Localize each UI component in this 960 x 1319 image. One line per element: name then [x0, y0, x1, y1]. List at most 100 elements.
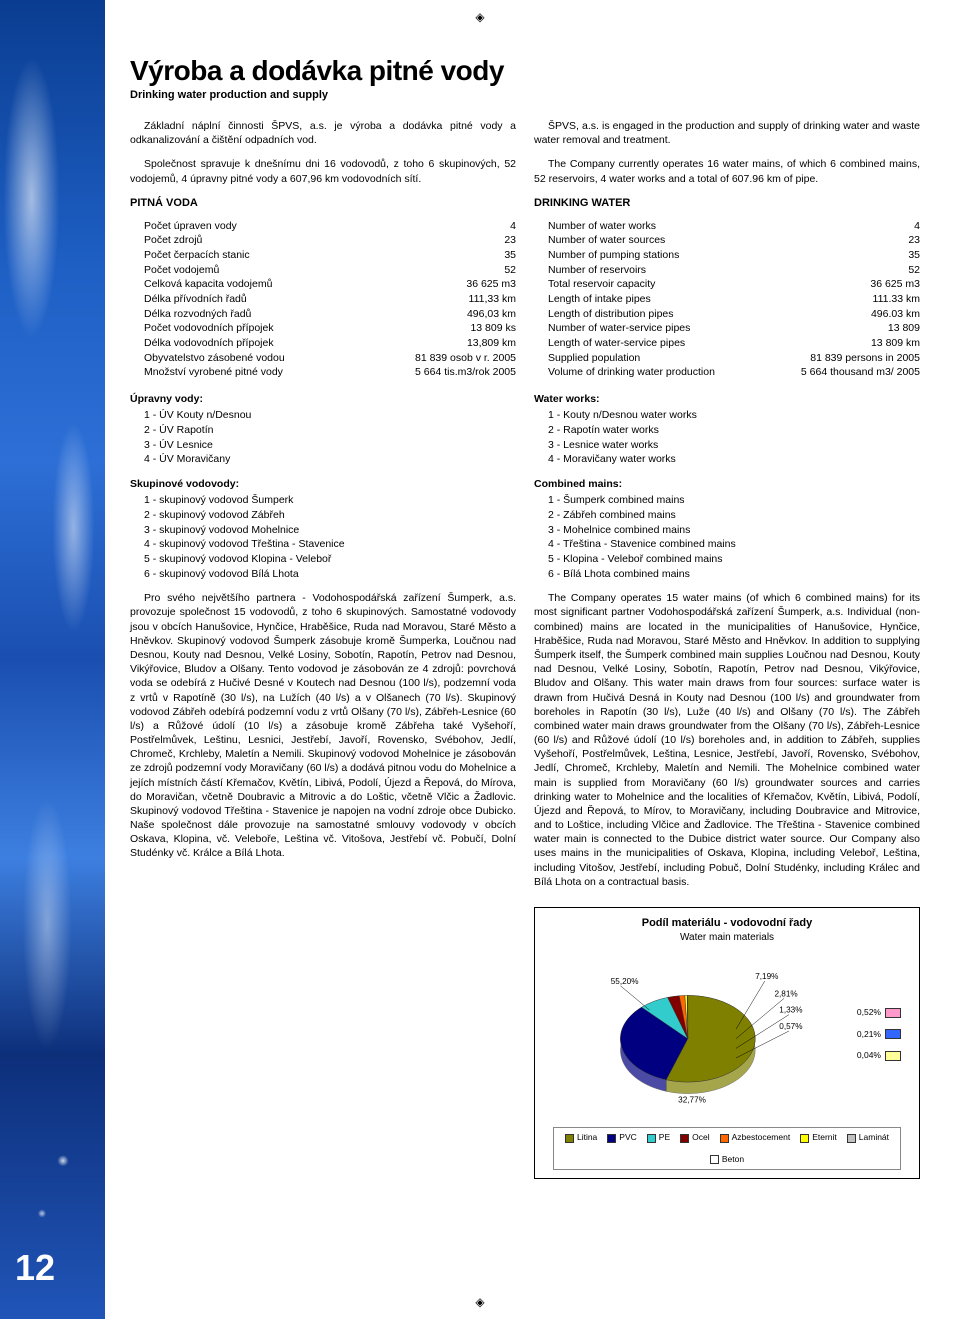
stats-row: Volume of drinking water production5 664…	[548, 365, 920, 380]
stats-row: Number of water works 4	[548, 219, 920, 234]
stats-row: Počet čerpacích stanic35	[144, 248, 516, 263]
stats-row: Number of water-service pipes 13 809	[548, 321, 920, 336]
waterworks-heading: Water works:	[534, 392, 920, 406]
stats-value: 496,03 km	[467, 307, 516, 322]
stats-row: Počet vodojemů 52	[144, 263, 516, 278]
pct-text: 0,04%	[857, 1050, 881, 1061]
pie-chart-box: Podíl materiálu - vodovodní řady Water m…	[534, 907, 920, 1179]
stats-label: Počet úpraven vody	[144, 219, 237, 234]
combined-heading: Combined mains:	[534, 477, 920, 491]
color-swatch	[885, 1008, 901, 1018]
stats-label: Number of water works	[548, 219, 656, 234]
drinking-water-heading: DRINKING WATER	[534, 196, 920, 211]
legend-item: Eternit	[800, 1132, 837, 1143]
pct-text: 0,21%	[857, 1029, 881, 1040]
pct-label: 32,77%	[678, 1096, 706, 1105]
stats-value: 36 625 m3	[870, 277, 920, 292]
intro-en-2: The Company currently operates 16 water …	[534, 157, 920, 185]
stats-row: Délka přívodních řadů111,33 km	[144, 292, 516, 307]
side-pct-item: 0,04%	[857, 1050, 901, 1061]
stats-row: Number of reservoirs52	[548, 263, 920, 278]
stats-label: Počet zdrojů	[144, 233, 202, 248]
color-swatch	[885, 1051, 901, 1061]
stats-value: 5 664 tis.m3/rok 2005	[415, 365, 516, 380]
legend-swatch	[710, 1155, 719, 1164]
stats-value: 13,809 km	[467, 336, 516, 351]
list-item: 4 - skupinový vodovod Třeština - Staveni…	[144, 537, 516, 552]
legend-label: Laminát	[859, 1132, 889, 1143]
content-area: Výroba a dodávka pitné vody Drinking wat…	[105, 0, 960, 1319]
legend-label: Eternit	[812, 1132, 837, 1143]
stats-row: Celková kapacita vodojemů 36 625 m3	[144, 277, 516, 292]
list-item: 3 - ÚV Lesnice	[144, 438, 516, 453]
stats-label: Length of distribution pipes	[548, 307, 674, 322]
stats-value: 36 625 m3	[466, 277, 516, 292]
crop-mark-top: ◈	[475, 10, 484, 24]
two-columns: Základní náplní činnosti ŠPVS, a.s. je v…	[130, 119, 920, 1179]
list-item: 1 - ÚV Kouty n/Desnou	[144, 408, 516, 423]
stats-value: 35	[504, 248, 516, 263]
list-item: 6 - skupinový vodovod Bílá Lhota	[144, 567, 516, 582]
stats-value: 52	[504, 263, 516, 278]
legend-item: Ocel	[680, 1132, 709, 1143]
stats-label: Number of water sources	[548, 233, 665, 248]
stats-label: Celková kapacita vodojemů	[144, 277, 272, 292]
stats-label: Množství vyrobené pitné vody	[144, 365, 283, 380]
stats-value: 23	[908, 233, 920, 248]
list-item: 1 - Šumperk combined mains	[548, 493, 920, 508]
legend-label: Azbestocement	[732, 1132, 791, 1143]
list-item: 5 - skupinový vodovod Klopina - Veleboř	[144, 552, 516, 567]
pct-label: 2,81%	[774, 990, 797, 999]
stats-label: Počet vodojemů	[144, 263, 219, 278]
intro-cz-2: Společnost spravuje k dnešnímu dni 16 vo…	[130, 157, 516, 185]
legend-label: Beton	[722, 1154, 744, 1165]
upravny-heading: Úpravny vody:	[130, 392, 516, 406]
upravny-list: 1 - ÚV Kouty n/Desnou2 - ÚV Rapotín3 - Ú…	[144, 408, 516, 467]
stats-row: Supplied population81 839 persons in 200…	[548, 351, 920, 366]
stats-row: Počet úpraven vody4	[144, 219, 516, 234]
stats-row: Length of intake pipes111.33 km	[548, 292, 920, 307]
stats-row: Length of water-service pipes 13 809 km	[548, 336, 920, 351]
page: 12 Výroba a dodávka pitné vody Drinking …	[0, 0, 960, 1319]
body-cz: Pro svého největšího partnera - Vodohosp…	[130, 591, 516, 860]
chart-title: Podíl materiálu - vodovodní řady	[543, 916, 911, 931]
stats-row: Total reservoir capacity36 625 m3	[548, 277, 920, 292]
legend-label: PVC	[619, 1132, 636, 1143]
side-percent-labels: 0,52%0,21%0,04%	[857, 1007, 901, 1061]
stats-row: Počet vodovodních přípojek13 809 ks	[144, 321, 516, 336]
column-czech: Základní náplní činnosti ŠPVS, a.s. je v…	[130, 119, 516, 1179]
legend-swatch	[800, 1134, 809, 1143]
list-item: 1 - skupinový vodovod Šumperk	[144, 493, 516, 508]
stats-label: Number of water-service pipes	[548, 321, 690, 336]
stats-row: Number of water sources 23	[548, 233, 920, 248]
stats-value: 5 664 thousand m3/ 2005	[801, 365, 920, 380]
stats-row: Length of distribution pipes496.03 km	[548, 307, 920, 322]
skupinove-list: 1 - skupinový vodovod Šumperk2 - skupino…	[144, 493, 516, 581]
pie-chart-svg: 55,20%7,19%2,81%1,33%0,57%32,77%	[553, 957, 842, 1107]
stats-value: 13 809	[888, 321, 920, 336]
stats-label: Length of water-service pipes	[548, 336, 685, 351]
legend-label: Ocel	[692, 1132, 709, 1143]
list-item: 5 - Klopina - Veleboř combined mains	[548, 552, 920, 567]
stats-value: 81 839 osob v r. 2005	[415, 351, 516, 366]
list-item: 4 - ÚV Moravičany	[144, 452, 516, 467]
stats-value: 13 809 km	[871, 336, 920, 351]
stats-table-cz: Počet úpraven vody4Počet zdrojů23Počet č…	[144, 219, 516, 381]
legend-item: PE	[647, 1132, 670, 1143]
side-water-image: 12	[0, 0, 105, 1319]
list-item: 4 - Moravičany water works	[548, 452, 920, 467]
side-pct-item: 0,21%	[857, 1029, 901, 1040]
chart-legend: Litina PVC PE Ocel Azbestocement Eternit Lamin…	[553, 1127, 901, 1170]
list-item: 2 - ÚV Rapotín	[144, 423, 516, 438]
stats-value: 52	[908, 263, 920, 278]
pie-area: 55,20%7,19%2,81%1,33%0,57%32,77%	[553, 957, 842, 1111]
legend-label: Litina	[577, 1132, 597, 1143]
list-item: 6 - Bílá Lhota combined mains	[548, 567, 920, 582]
waterworks-list: 1 - Kouty n/Desnou water works2 - Rapotí…	[548, 408, 920, 467]
list-item: 3 - Lesnice water works	[548, 438, 920, 453]
stats-row: Délka rozvodných řadů496,03 km	[144, 307, 516, 322]
intro-en-1: ŠPVS, a.s. is engaged in the production …	[534, 119, 920, 147]
legend-item: PVC	[607, 1132, 636, 1143]
list-item: 3 - skupinový vodovod Mohelnice	[144, 523, 516, 538]
stats-value: 4	[914, 219, 920, 234]
